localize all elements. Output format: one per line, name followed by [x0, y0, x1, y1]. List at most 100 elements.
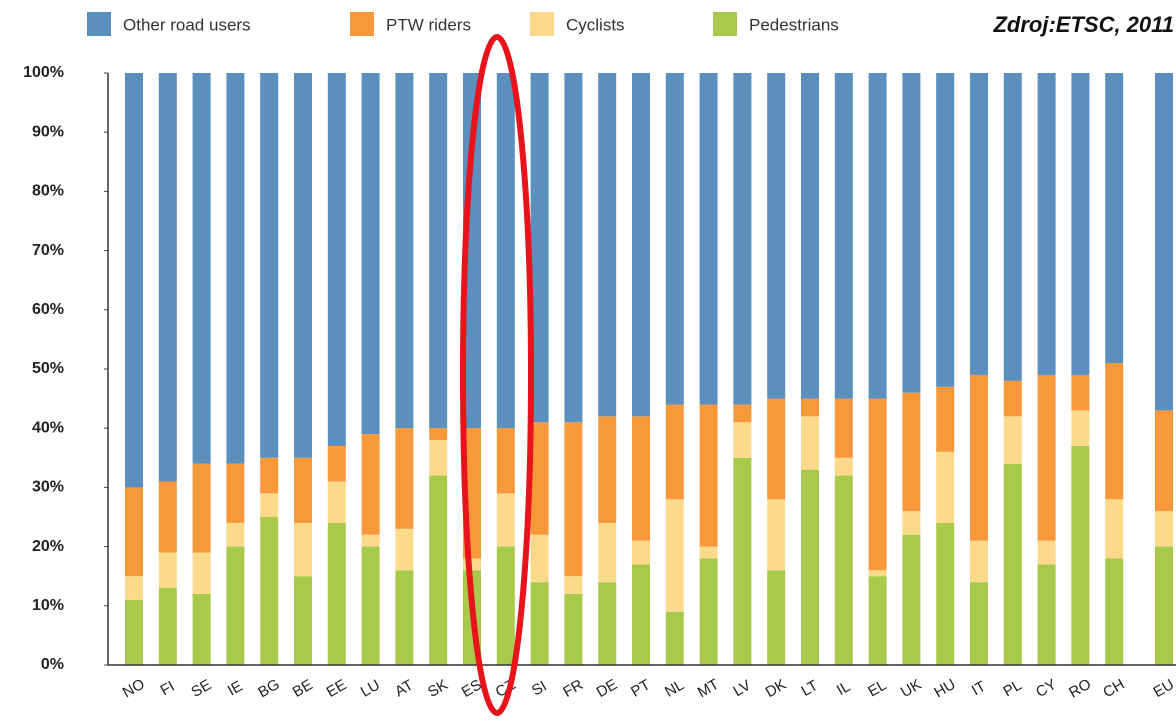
- bar-segment: [1155, 410, 1173, 512]
- bar-segment: [665, 611, 684, 665]
- bar-segment: [868, 576, 887, 665]
- x-tick-label: PT: [628, 676, 653, 700]
- bar-segment: [361, 73, 380, 435]
- bar-segment: [327, 522, 346, 665]
- x-tick-label: NO: [120, 676, 148, 702]
- bar-segment: [868, 73, 887, 399]
- bar-segment: [936, 386, 955, 452]
- bar-segment: [158, 552, 177, 589]
- bar-segment: [125, 576, 143, 600]
- y-tick-label: 30%: [32, 479, 64, 496]
- y-tick-label: 100%: [23, 64, 64, 81]
- bar-segment: [226, 546, 245, 665]
- bar-segment: [902, 392, 921, 512]
- x-tick-label: DK: [763, 676, 790, 701]
- legend-swatch: [713, 12, 737, 36]
- bar-segment: [158, 588, 177, 665]
- bar-segment: [834, 475, 853, 665]
- bar-segment: [1037, 564, 1056, 665]
- bar-segment: [1105, 558, 1124, 665]
- bar-segment: [665, 499, 684, 612]
- bar-segment: [395, 570, 414, 665]
- bar-segment: [564, 422, 583, 577]
- x-tick-label: BG: [255, 676, 282, 702]
- bar-segment: [158, 73, 177, 482]
- y-tick-label: 80%: [32, 183, 64, 200]
- x-tick-label: HU: [931, 676, 958, 702]
- x-tick-label: SK: [425, 676, 451, 701]
- bar-segment: [902, 511, 921, 535]
- bar-segment: [598, 73, 617, 417]
- bar-segment: [665, 404, 684, 500]
- bar-segment: [395, 73, 414, 429]
- bar-segment: [327, 445, 346, 482]
- bar-segment: [767, 570, 786, 665]
- legend-label: Cyclists: [566, 15, 625, 34]
- x-tick-label: LU: [358, 676, 383, 700]
- bar-segment: [361, 546, 380, 665]
- bar-segment: [1037, 374, 1056, 541]
- bar-segment: [632, 73, 650, 417]
- y-tick-label: 20%: [32, 538, 64, 555]
- bar-segment: [260, 493, 279, 517]
- bar-segment: [496, 73, 515, 429]
- bar-segment: [226, 522, 245, 547]
- x-tick-label: FI: [158, 678, 178, 699]
- bar-segment: [970, 73, 988, 375]
- bar-segment: [733, 73, 752, 405]
- bar-segment: [530, 73, 549, 423]
- bar-segment: [632, 564, 650, 665]
- bar-segment: [226, 463, 245, 523]
- bar-segment: [125, 73, 143, 488]
- bar-segment: [260, 517, 279, 665]
- bar-segment: [868, 398, 887, 571]
- bar-segment: [801, 469, 819, 665]
- bar-segment: [327, 73, 346, 446]
- bar-segment: [665, 73, 684, 405]
- bar-segment: [294, 457, 312, 523]
- bar-segment: [598, 522, 617, 583]
- bar-segment: [970, 582, 988, 665]
- x-tick-label: IE: [225, 678, 246, 700]
- bar-segment: [125, 599, 143, 665]
- bar-segment: [598, 416, 617, 523]
- x-tick-label: CY: [1033, 676, 1060, 701]
- bar-segment: [699, 73, 718, 405]
- x-tick-label: BE: [290, 676, 316, 701]
- x-tick-label: MT: [695, 676, 722, 702]
- x-tick-label: IT: [969, 678, 989, 699]
- bar-segment: [463, 73, 481, 429]
- x-tick-label: EL: [865, 677, 889, 701]
- bar-segment: [125, 487, 143, 577]
- x-tick-label: CH: [1100, 676, 1127, 702]
- bar-segment: [936, 522, 955, 665]
- bar-segment: [767, 398, 786, 500]
- bar-segment: [834, 457, 853, 476]
- bar-segment: [564, 593, 583, 665]
- y-tick-label: 70%: [32, 242, 64, 259]
- y-tick-label: 50%: [32, 360, 64, 377]
- bar-segment: [1105, 363, 1124, 500]
- legend-label: Pedestrians: [749, 15, 839, 34]
- legend-swatch: [350, 12, 374, 36]
- bar-segment: [970, 540, 988, 583]
- bar-segment: [361, 534, 380, 547]
- bar-segment: [429, 73, 448, 429]
- bar-segment: [1071, 374, 1090, 411]
- bar-segment: [1155, 546, 1173, 665]
- bar-segment: [564, 73, 583, 423]
- bar-segment: [327, 481, 346, 523]
- bar-segment: [1105, 499, 1124, 559]
- bar-segment: [801, 73, 819, 399]
- y-tick-label: 10%: [32, 597, 64, 614]
- bar-segment: [496, 546, 515, 665]
- bar-segment: [1003, 463, 1022, 665]
- legend-swatch: [87, 12, 111, 36]
- bar-segment: [1071, 445, 1090, 665]
- x-tick-label: UK: [898, 676, 925, 701]
- bar-segment: [1105, 73, 1124, 364]
- bar-segment: [767, 499, 786, 571]
- x-tick-label: IL: [834, 678, 853, 699]
- bar-segment: [1037, 73, 1056, 375]
- bar-segment: [733, 404, 752, 423]
